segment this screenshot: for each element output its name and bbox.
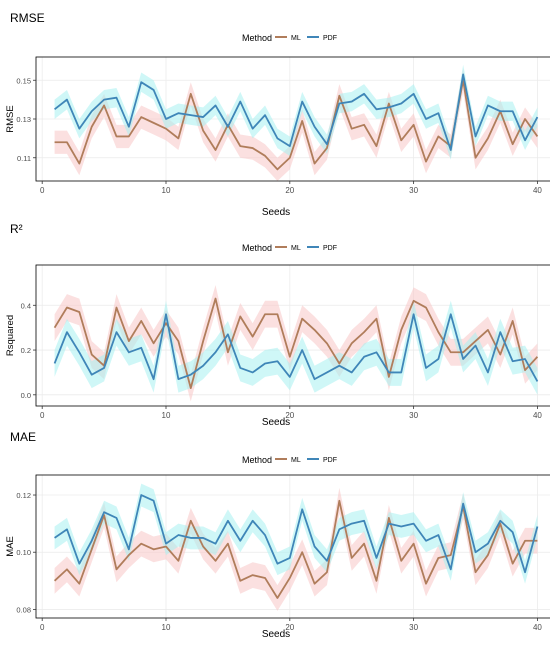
x-axis-label: Seeds (262, 417, 290, 428)
chart-title: MAE (10, 430, 36, 444)
legend-label-ml: ML (291, 35, 301, 42)
grid (36, 475, 550, 618)
x-tick-label: 0 (40, 411, 45, 420)
legend-title: Method (242, 455, 272, 465)
band-ml (54, 285, 538, 402)
legend-label-ml: ML (291, 245, 301, 252)
legend-label-pdf: PDF (323, 245, 337, 252)
panel-border (35, 264, 550, 407)
panel-border (35, 474, 550, 619)
series-line-ml (53, 499, 538, 599)
y-axis-label: RMSE (5, 105, 16, 132)
chart-title: R² (10, 222, 23, 236)
y-tick-label: 0.12 (16, 491, 31, 500)
legend-label-pdf: PDF (323, 457, 337, 464)
y-tick-label: 0.13 (16, 115, 31, 124)
series-line-pdf (54, 494, 539, 574)
x-tick-label: 40 (533, 411, 542, 420)
x-tick-label: 30 (409, 623, 418, 632)
x-axis-label: Seeds (262, 629, 290, 640)
x-tick-label: 30 (409, 186, 418, 195)
chart-panel-1: R² Method ML PDF 0 10 20 30 40 0.0 0.2 0.4 Seeds Rsqu… (5, 222, 550, 428)
band-pdf (54, 64, 538, 160)
legend: Method ML PDF (242, 243, 337, 253)
x-tick-label: 10 (162, 623, 171, 632)
legend: Method ML PDF (242, 33, 337, 43)
series-line-ml (53, 297, 539, 389)
x-tick-label: 20 (285, 186, 294, 195)
y-tick-label: 0.4 (21, 301, 31, 310)
chart-panel-0: RMSE Method ML PDF 0 10 20 30 40 0.11 0.13 0.15 Seed… (5, 11, 550, 218)
x-tick-label: 40 (533, 186, 542, 195)
legend-label-pdf: PDF (323, 35, 337, 42)
series-line-pdf (54, 73, 539, 151)
y-tick-label: 0.10 (16, 548, 31, 557)
x-tick-label: 30 (409, 411, 418, 420)
x-tick-label: 0 (40, 186, 45, 195)
y-tick-label: 0.0 (21, 391, 31, 400)
x-tick-label: 10 (162, 186, 171, 195)
series-line-pdf (53, 313, 539, 382)
legend-title: Method (242, 33, 272, 43)
chart-title: RMSE (10, 11, 45, 25)
x-tick-label: 20 (285, 411, 294, 420)
x-axis-label: Seeds (262, 207, 290, 218)
band-ml (54, 68, 538, 181)
y-tick-label: 0.08 (16, 605, 31, 614)
y-tick-label: 0.11 (17, 154, 31, 163)
y-axis-label: MAE (5, 536, 16, 557)
x-tick-label: 0 (40, 623, 45, 632)
y-axis-label: Rsquared (5, 315, 16, 356)
chart-panel-2: MAE Method ML PDF 0 10 20 30 40 0.08 0.10 0.12 Seeds… (5, 430, 550, 640)
legend-title: Method (242, 243, 272, 253)
y-tick-label: 0.2 (21, 346, 31, 355)
x-tick-label: 40 (533, 623, 542, 632)
legend-label-ml: ML (291, 457, 301, 464)
x-tick-label: 10 (162, 411, 171, 420)
y-tick-label: 0.15 (16, 76, 31, 85)
legend: Method ML PDF (242, 455, 337, 465)
x-tick-label: 20 (285, 623, 294, 632)
